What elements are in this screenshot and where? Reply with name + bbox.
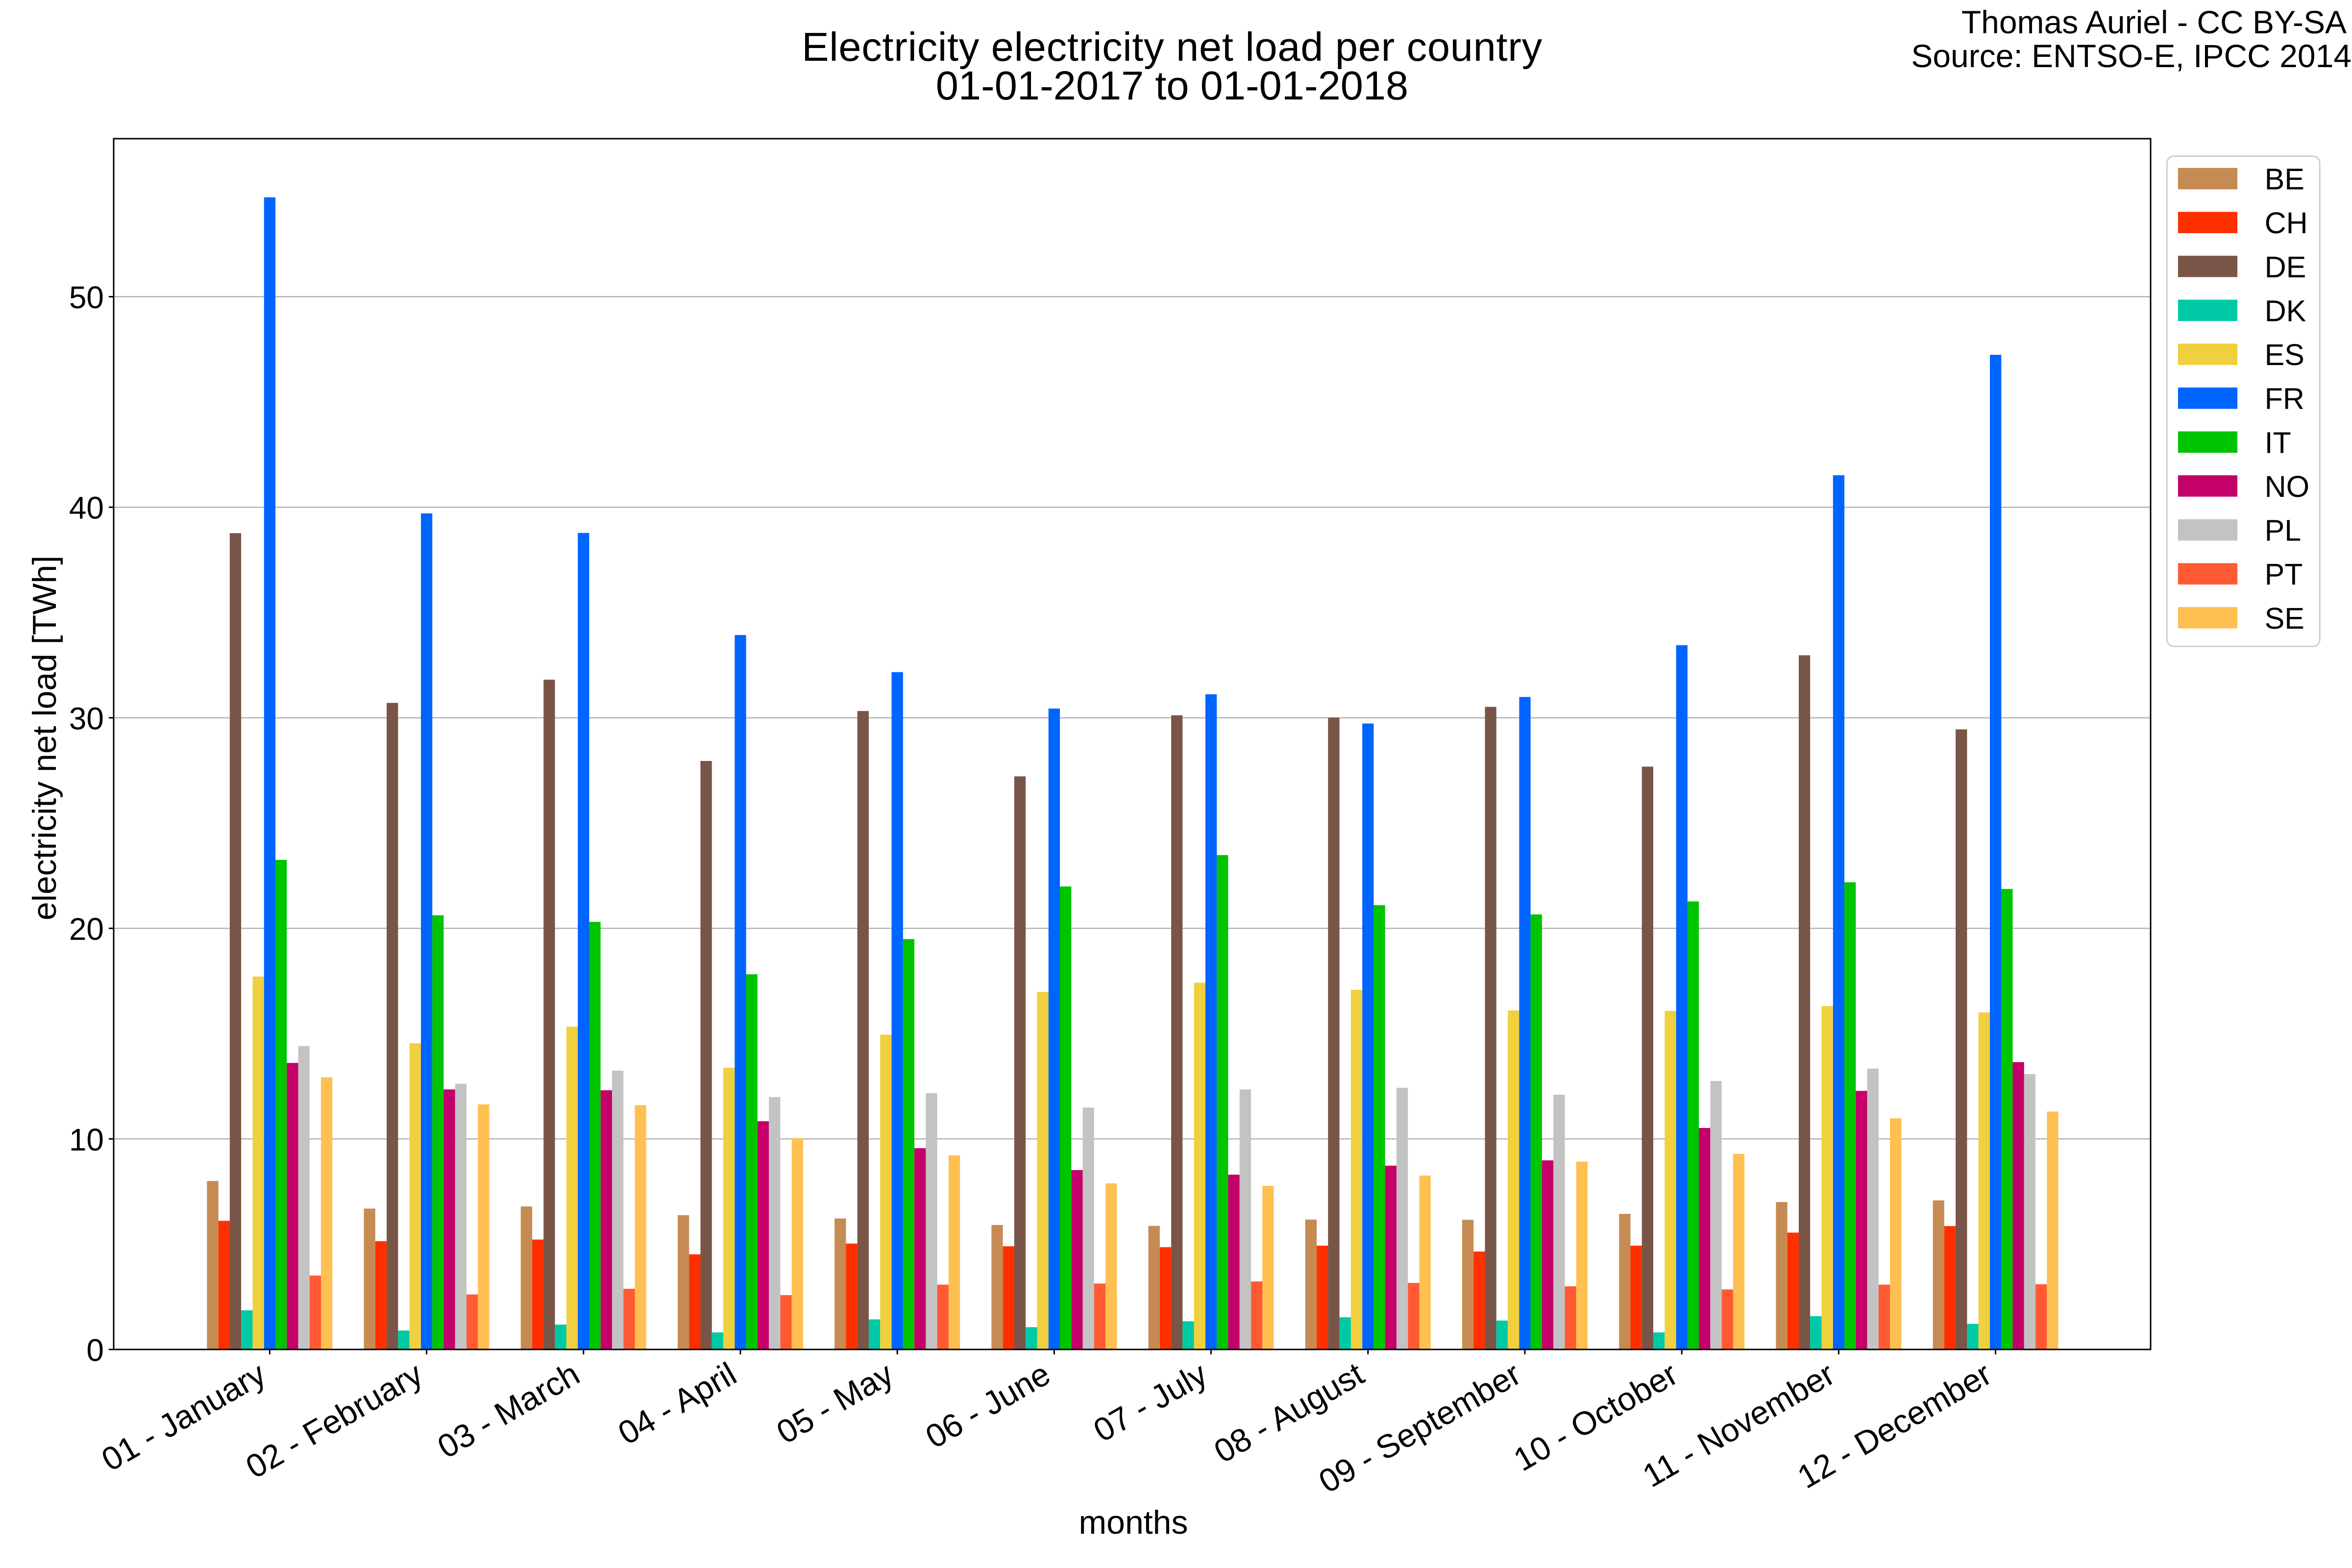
svg-text:DK: DK [2265, 294, 2306, 328]
svg-text:Source: ENTSO-E, IPCC 2014: Source: ENTSO-E, IPCC 2014 [1911, 38, 2352, 74]
svg-text:30: 30 [69, 701, 104, 736]
svg-text:IT: IT [2265, 426, 2291, 459]
svg-text:electricity net load [TWh]: electricity net load [TWh] [26, 556, 63, 920]
svg-text:PT: PT [2265, 558, 2303, 591]
svg-text:NO: NO [2265, 470, 2310, 503]
svg-text:CH: CH [2265, 206, 2308, 240]
svg-text:ES: ES [2265, 338, 2304, 371]
svg-text:Thomas Auriel - CC BY-SA: Thomas Auriel - CC BY-SA [1961, 4, 2347, 40]
svg-text:20: 20 [69, 911, 104, 947]
svg-text:PL: PL [2265, 514, 2302, 547]
svg-text:50: 50 [69, 280, 104, 315]
svg-text:0: 0 [86, 1333, 104, 1368]
svg-text:40: 40 [69, 490, 104, 526]
svg-text:months: months [1079, 1504, 1188, 1541]
svg-text:10: 10 [69, 1122, 104, 1157]
svg-text:01-01-2017 to 01-01-2018: 01-01-2017 to 01-01-2018 [936, 63, 1408, 108]
svg-text:BE: BE [2265, 163, 2304, 196]
svg-text:FR: FR [2265, 382, 2304, 416]
svg-text:Electricity electricity net lo: Electricity electricity net load per cou… [802, 24, 1543, 70]
svg-text:SE: SE [2265, 602, 2304, 635]
svg-text:DE: DE [2265, 250, 2306, 284]
